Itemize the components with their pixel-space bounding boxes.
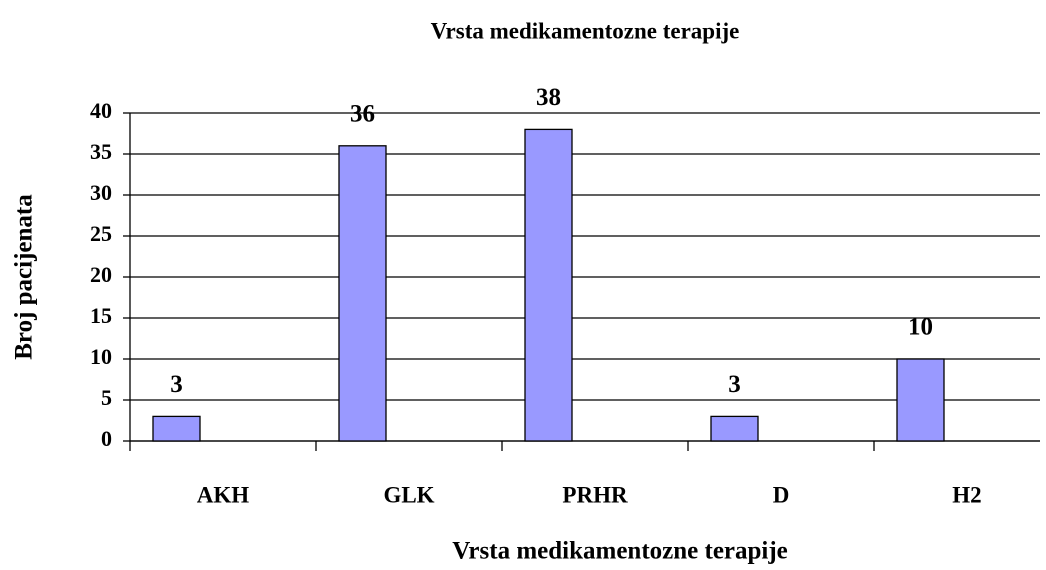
bar [524, 128, 573, 442]
y-tick-label: 15 [90, 303, 112, 328]
bar [710, 415, 759, 442]
bar [896, 358, 945, 442]
x-tick-label: D [773, 482, 790, 507]
data-label: 3 [728, 371, 741, 398]
bar [338, 145, 387, 442]
y-tick-label: 40 [90, 98, 112, 123]
y-tick-label: 0 [101, 426, 112, 451]
x-tick-label: PRHR [562, 482, 628, 507]
x-axis-title: Vrsta medikamentozne terapije [452, 538, 788, 565]
data-label: 36 [350, 101, 375, 128]
y-tick-label: 30 [90, 180, 112, 205]
data-label: 10 [908, 314, 933, 341]
data-label: 3 [170, 371, 183, 398]
y-tick-label: 5 [101, 385, 112, 410]
y-tick-label: 20 [90, 262, 112, 287]
y-tick-label: 10 [90, 344, 112, 369]
bar [152, 415, 201, 442]
x-tick-label: AKH [197, 482, 250, 507]
data-label: 38 [536, 84, 561, 111]
chart-title: Vrsta medikamentozne terapije [431, 18, 740, 43]
x-tick-label: GLK [383, 482, 434, 507]
x-tick-label: H2 [952, 482, 981, 507]
y-tick-label: 25 [90, 221, 112, 246]
y-axis-title: Broj pacijenata [11, 194, 38, 360]
y-tick-label: 35 [90, 139, 112, 164]
